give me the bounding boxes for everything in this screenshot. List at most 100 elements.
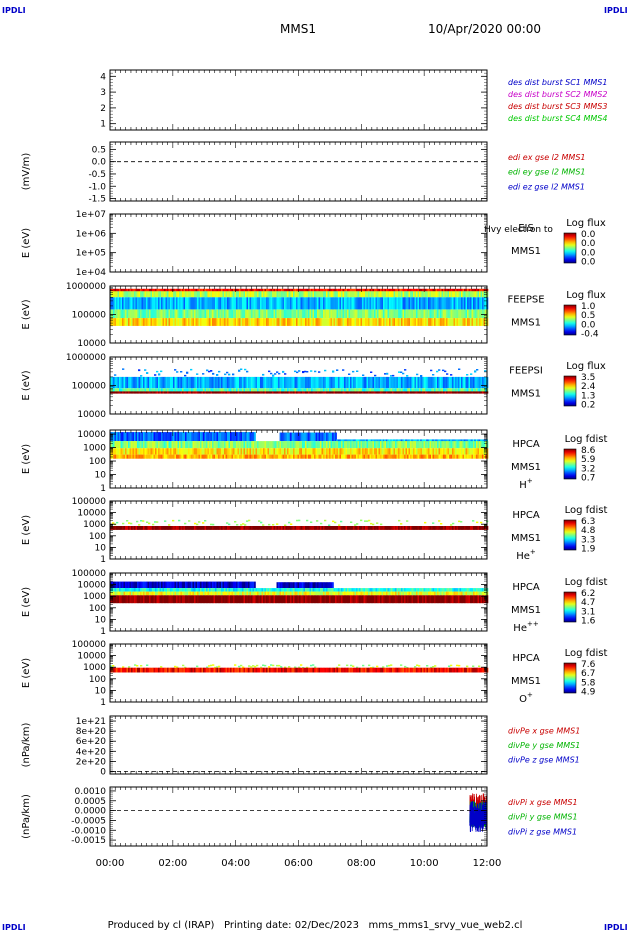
spectrogram-pixel: [452, 376, 454, 389]
spectrogram-pixel: [438, 288, 441, 292]
spectrogram-pixel: [123, 432, 126, 442]
spectrogram-pixel: [347, 297, 349, 310]
spectrogram-pixel: [161, 454, 163, 459]
spectrogram-pixel: [314, 376, 316, 389]
spectrogram-pixel: [233, 454, 235, 459]
spectrogram-pixel: [297, 432, 300, 442]
spectrogram-pixel: [422, 309, 424, 319]
spectrogram-pixel: [248, 388, 250, 392]
spectrogram-pixel: [338, 448, 340, 455]
spectrogram-pixel: [111, 432, 114, 442]
spectrogram-pixel: [395, 454, 397, 459]
spectrogram-pixel: [299, 454, 301, 459]
spectrogram-pixel: [297, 309, 300, 319]
spectrogram-pixel: [198, 441, 201, 449]
spectrogram-pixel: [324, 369, 327, 372]
spectrogram-pixel: [438, 369, 441, 371]
spectrogram-pixel: [264, 297, 267, 310]
spectrogram-pixel: [156, 370, 159, 373]
spectrogram-pixel: [375, 388, 378, 392]
spectrogram-pixel: [201, 526, 204, 530]
spectrogram-pixel: [300, 432, 303, 442]
spectrogram-pixel: [227, 388, 229, 392]
spectrogram-pixel: [126, 297, 129, 310]
spectrogram-pixel: [479, 441, 481, 449]
spectrogram-pixel: [113, 297, 115, 310]
spectrogram-pixel: [342, 297, 345, 310]
spectrogram-pixel: [170, 376, 172, 389]
spectrogram-pixel: [186, 388, 189, 392]
spectrogram-pixel: [399, 376, 402, 389]
spectrogram-pixel: [477, 526, 480, 530]
spectrogram-pixel: [338, 441, 340, 449]
spectrogram-pixel: [479, 291, 481, 298]
spectrogram-pixel: [413, 309, 415, 319]
spectrogram-pixel: [396, 526, 399, 530]
spectrogram-pixel: [185, 441, 187, 449]
spectrogram-pixel: [228, 388, 231, 392]
spectrogram-pixel: [110, 297, 112, 310]
spectrogram-pixel: [401, 441, 403, 449]
spectrogram-pixel: [120, 388, 123, 392]
spectrogram-pixel: [140, 526, 142, 530]
spectrogram-pixel: [458, 318, 460, 326]
spectrogram-pixel: [437, 288, 439, 292]
spectrogram-pixel: [453, 391, 456, 394]
spectrogram-pixel: [356, 391, 358, 394]
spectrogram-pixel: [407, 288, 409, 292]
spectrogram-pixel: [371, 376, 373, 389]
spectrogram-pixel: [179, 318, 181, 326]
spectrogram-pixel: [297, 441, 300, 449]
spectrogram-pixel: [393, 288, 396, 292]
spectrogram-pixel: [182, 441, 184, 449]
spectrogram-pixel: [332, 441, 334, 449]
spectrogram-pixel: [407, 388, 409, 392]
spectrogram-pixel: [251, 454, 253, 459]
spectrogram-pixel: [203, 376, 205, 389]
spectrogram-pixel: [260, 297, 262, 310]
spectrogram-pixel: [387, 391, 390, 394]
spectrogram-pixel: [161, 376, 163, 389]
spectrogram-pixel: [141, 291, 144, 298]
spectrogram-pixel: [378, 388, 381, 392]
spectrogram-pixel: [308, 441, 310, 449]
spectrogram-pixel: [155, 391, 157, 394]
spectrogram-pixel: [381, 318, 384, 326]
spectrogram-pixel: [224, 297, 226, 310]
spectrogram-pixel: [369, 309, 372, 319]
spectrogram-pixel: [366, 441, 369, 449]
spectrogram-pixel: [224, 526, 226, 530]
plot-title: MMS1: [280, 22, 316, 36]
spectrogram-pixel: [365, 448, 367, 455]
spectrogram-pixel: [401, 454, 403, 459]
spectrogram-pixel: [432, 526, 435, 530]
spectrogram-pixel: [147, 441, 150, 449]
spectrogram-pixel: [471, 376, 474, 389]
spectrogram-pixel: [126, 520, 129, 522]
spectrogram-pixel: [342, 454, 345, 459]
spectrogram-pixel: [236, 526, 238, 530]
spectrogram-pixel: [255, 309, 258, 319]
spectrogram-pixel: [131, 376, 133, 389]
spectrogram-pixel: [351, 297, 354, 310]
spectrogram-pixel: [333, 526, 336, 530]
spectrogram-pixel: [476, 288, 478, 292]
spectrogram-pixel: [218, 388, 220, 392]
spectrogram-pixel: [116, 448, 118, 455]
spectrogram-pixel: [171, 432, 174, 442]
spectrogram-pixel: [269, 318, 271, 326]
spectrogram-band: [110, 309, 489, 319]
spectrogram-pixel: [188, 388, 190, 392]
spectrogram-pixel: [357, 391, 360, 394]
spectrogram-pixel: [267, 288, 270, 292]
spectrogram-pixel: [464, 376, 466, 389]
spectrogram-pixel: [393, 448, 396, 455]
spectrogram-pixel: [389, 441, 391, 449]
spectrogram-pixel: [447, 291, 450, 298]
spectrogram-pixel: [152, 448, 154, 455]
spectrogram-pixel: [405, 441, 408, 449]
spectrogram-pixel: [143, 388, 145, 392]
spectrogram-pixel: [152, 391, 154, 394]
spectrogram-pixel: [119, 291, 121, 298]
spectrogram-pixel: [411, 376, 414, 389]
